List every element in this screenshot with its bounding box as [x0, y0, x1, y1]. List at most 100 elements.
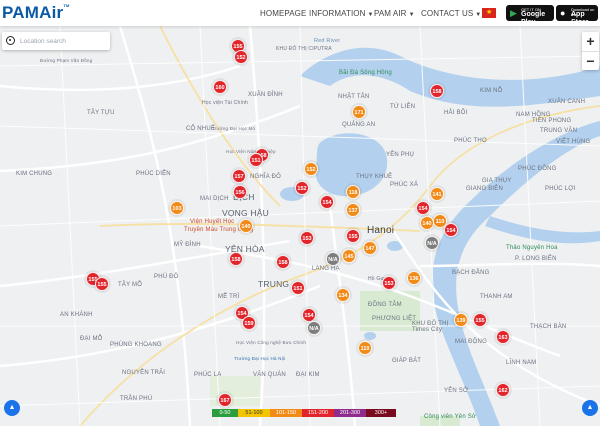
aqi-marker[interactable]: 158: [229, 252, 243, 266]
apple-icon: ●: [560, 8, 566, 18]
legend-moderate: 51-100: [238, 409, 270, 417]
aqi-marker[interactable]: 162: [496, 383, 510, 397]
map-label: KIM CHUNG: [16, 171, 53, 177]
aqi-marker[interactable]: 147: [363, 241, 377, 255]
aqi-marker[interactable]: 119: [358, 341, 372, 355]
nav-label: PAM AIR: [374, 9, 407, 18]
aqi-marker[interactable]: N/A: [326, 252, 340, 266]
map-label: VIỆT HÙNG: [556, 139, 591, 145]
map-label: NGUYỄN TRÃI: [122, 370, 166, 376]
aqi-legend: 0-50 51-100 101-150 151-200 201-300 300+: [212, 409, 396, 417]
aqi-marker[interactable]: 140: [420, 216, 434, 230]
map-label: MAI DỊCH: [200, 196, 229, 202]
map-label: Hanoi: [367, 225, 395, 236]
pamair-logo[interactable]: PAMAirTM: [2, 3, 70, 23]
nav-label: INFORMATION: [309, 9, 366, 18]
map-label: MAI ĐỘNG: [455, 339, 487, 345]
aqi-marker[interactable]: N/A: [307, 321, 321, 335]
map-label: NAM HỒNG: [516, 112, 551, 118]
map-label: KHU ĐÔ THỊ CIPUTRA: [276, 46, 332, 52]
map-label: PHƯƠNG LIỆT: [372, 316, 417, 322]
my-location-icon[interactable]: [6, 36, 15, 45]
nav-homepage[interactable]: HOMEPAGE: [260, 9, 306, 18]
aqi-marker[interactable]: 154: [302, 308, 316, 322]
map-label: NHẬT TÂN: [338, 94, 370, 100]
map-label: Đường Phạm Văn Đồng: [40, 58, 93, 63]
map-label: KIM NỖ: [480, 88, 503, 94]
location-search-input[interactable]: [20, 35, 106, 47]
map-label: Học Viện Nông Nghiệp: [226, 149, 276, 154]
aqi-marker[interactable]: N/A: [425, 236, 439, 250]
scroll-up-button[interactable]: ▲: [4, 400, 20, 416]
map-label: TRẦN PHÚ: [120, 396, 153, 402]
aqi-marker[interactable]: 152: [304, 162, 318, 176]
aqi-marker[interactable]: 145: [342, 249, 356, 263]
map-label: Thảo Nguyên Hoa: [506, 245, 558, 251]
aqi-marker[interactable]: 153: [382, 276, 396, 290]
aqi-marker[interactable]: 139: [454, 313, 468, 327]
zoom-in-button[interactable]: +: [586, 33, 595, 49]
aqi-marker[interactable]: 118: [346, 185, 360, 199]
map-label: AN KHÁNH: [60, 312, 93, 318]
aqi-marker[interactable]: 160: [213, 80, 227, 94]
zoom-out-button[interactable]: −: [582, 51, 599, 70]
air-quality-map[interactable]: Đường Phạm Văn Đồng KHU ĐÔ THỊ CIPUTRA B…: [0, 26, 600, 426]
map-label: CỔ NHUẾ: [186, 126, 216, 132]
aqi-marker[interactable]: 154: [416, 201, 430, 215]
map-label: ĐẠI MỖ: [80, 336, 103, 342]
aqi-marker[interactable]: 159: [242, 316, 256, 330]
map-label: YÊN HÒA: [225, 244, 265, 254]
nav-contact-us[interactable]: CONTACT US ▼: [421, 9, 481, 18]
google-play-button[interactable]: ▶ GET IT ON Google Play: [506, 5, 554, 26]
map-label: Red River: [314, 38, 341, 44]
aqi-marker[interactable]: 137: [346, 203, 360, 217]
aqi-marker[interactable]: 167: [218, 393, 232, 407]
aqi-marker[interactable]: 153: [300, 231, 314, 245]
map-label: P. LONG BIÊN: [515, 256, 557, 262]
aqi-marker[interactable]: 103: [170, 201, 184, 215]
chevron-down-icon: ▼: [475, 12, 482, 18]
aqi-marker[interactable]: 155: [346, 229, 360, 243]
aqi-marker[interactable]: 155: [95, 277, 109, 291]
map-label: VỌNG HẬU: [222, 208, 269, 218]
aqi-marker[interactable]: 158: [276, 255, 290, 269]
map-label: PHÚC LA: [194, 372, 222, 378]
map-label: PHÚ ĐÔ: [154, 274, 179, 280]
aqi-marker[interactable]: 136: [407, 271, 421, 285]
map-label: TRUNG: [258, 279, 290, 289]
aqi-marker[interactable]: 140: [239, 219, 253, 233]
aqi-marker[interactable]: 155: [231, 39, 245, 53]
aqi-marker[interactable]: 141: [430, 187, 444, 201]
aqi-marker[interactable]: 155: [473, 313, 487, 327]
scroll-top-button[interactable]: ▲: [582, 400, 598, 416]
aqi-marker[interactable]: 156: [233, 185, 247, 199]
store-big-label: App Store: [571, 11, 589, 26]
map-label: Trường Đại Học Mỏ: [212, 126, 256, 131]
aqi-marker[interactable]: 158: [430, 84, 444, 98]
nav-label: CONTACT US: [421, 9, 474, 18]
aqi-marker[interactable]: 152: [234, 50, 248, 64]
aqi-marker[interactable]: 151: [291, 281, 305, 295]
map-label: XUÂN ĐỈNH: [248, 92, 283, 98]
nav-information[interactable]: INFORMATION ▼: [309, 9, 374, 18]
map-label: Học viện Tài Chính: [202, 100, 249, 106]
aqi-marker[interactable]: 152: [295, 181, 309, 195]
nav-pam-air[interactable]: PAM AIR ▼: [374, 9, 415, 18]
aqi-marker[interactable]: 154: [444, 223, 458, 237]
aqi-marker[interactable]: 154: [320, 195, 334, 209]
map-label: PHÚC THỌ: [454, 138, 487, 144]
map-label: THỤY KHUÊ: [356, 174, 393, 180]
map-label: PHÚC XÁ: [390, 182, 419, 188]
aqi-marker[interactable]: 171: [352, 105, 366, 119]
map-label: ĐẠI KIM: [296, 372, 320, 378]
aqi-marker[interactable]: 134: [336, 288, 350, 302]
aqi-marker[interactable]: 151: [249, 153, 263, 167]
map-label: GIA THỤY: [482, 178, 512, 184]
map-label: Trường Đại Học Hà Nội: [234, 356, 286, 361]
aqi-marker[interactable]: 157: [232, 169, 246, 183]
map-label: Truyền Máu Trung ương: [184, 227, 254, 233]
vietnam-flag-icon[interactable]: ★: [482, 8, 496, 18]
aqi-marker[interactable]: 163: [496, 330, 510, 344]
app-store-button[interactable]: ● Download on the App Store: [556, 5, 598, 26]
logo-text: PAMAir: [2, 3, 64, 22]
